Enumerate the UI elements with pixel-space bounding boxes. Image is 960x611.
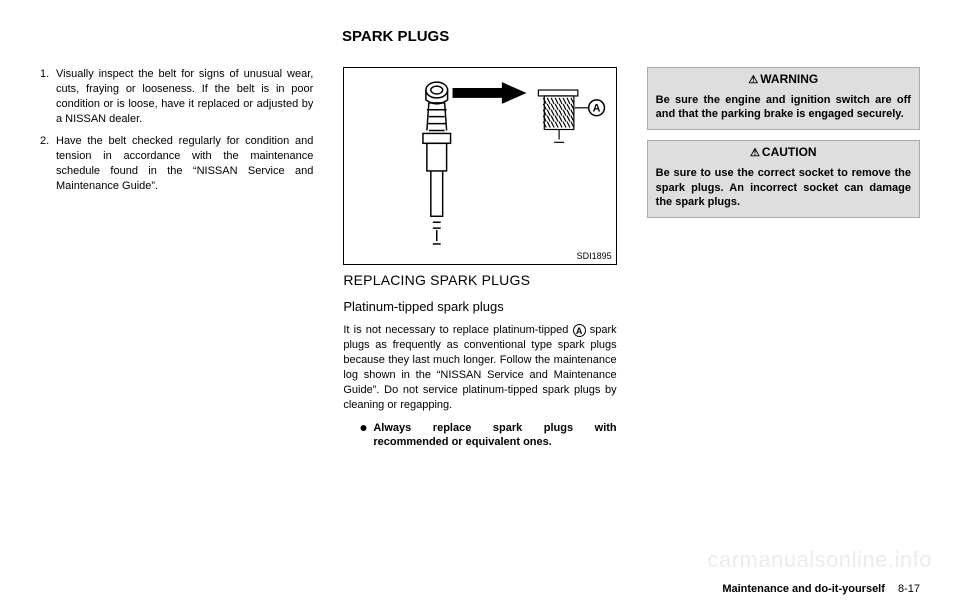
bullet-item: ● Always replace spark plugs with recomm… — [359, 421, 616, 451]
bullet-text: Always replace spark plugs with recommen… — [373, 421, 616, 451]
body-suffix: spark plugs as frequently as conventiona… — [343, 324, 616, 410]
warning-header: ⚠WARNING — [648, 68, 919, 91]
caution-title: CAUTION — [762, 145, 817, 159]
section-heading: REPLACING SPARK PLUGS — [343, 271, 616, 290]
list-text: Visually inspect the belt for signs of u… — [56, 67, 313, 126]
bullet-dot-icon: ● — [359, 421, 373, 451]
page-title: SPARK PLUGS — [342, 28, 920, 45]
warning-body: Be sure the engine and ignition switch a… — [648, 91, 919, 130]
body-prefix: It is not necessary to replace platinum-… — [343, 324, 572, 336]
warning-icon: ⚠ — [748, 74, 758, 86]
caution-icon: ⚠ — [750, 147, 760, 159]
content-columns: 1. Visually inspect the belt for signs o… — [40, 67, 920, 450]
list-number: 2. — [40, 134, 56, 193]
spark-plug-figure: A SDI1895 — [343, 67, 616, 265]
caution-callout: ⚠CAUTION Be sure to use the correct sock… — [647, 140, 920, 218]
column-middle: A SDI1895 REPLACING SPARK PLUGS Platinum… — [343, 67, 616, 450]
list-number: 1. — [40, 67, 56, 126]
inline-badge-a: A — [573, 324, 586, 337]
figure-badge-a: A — [593, 103, 601, 115]
body-paragraph: It is not necessary to replace platinum-… — [343, 323, 616, 412]
list-item: 1. Visually inspect the belt for signs o… — [40, 67, 313, 126]
column-right: ⚠WARNING Be sure the engine and ignition… — [647, 67, 920, 450]
footer-page: 8-17 — [898, 583, 920, 595]
caution-header: ⚠CAUTION — [648, 141, 919, 164]
list-item: 2. Have the belt checked regularly for c… — [40, 134, 313, 193]
list-text: Have the belt checked regularly for cond… — [56, 134, 313, 193]
page-footer: Maintenance and do-it-yourself 8-17 — [722, 583, 920, 595]
footer-label: Maintenance and do-it-yourself — [722, 583, 885, 595]
watermark: carmanualsonline.info — [707, 547, 932, 573]
figure-id: SDI1895 — [577, 250, 612, 262]
column-left: 1. Visually inspect the belt for signs o… — [40, 67, 313, 450]
warning-callout: ⚠WARNING Be sure the engine and ignition… — [647, 67, 920, 130]
warning-title: WARNING — [760, 72, 818, 86]
caution-body: Be sure to use the correct socket to rem… — [648, 164, 919, 217]
subsection-heading: Platinum-tipped spark plugs — [343, 298, 616, 316]
